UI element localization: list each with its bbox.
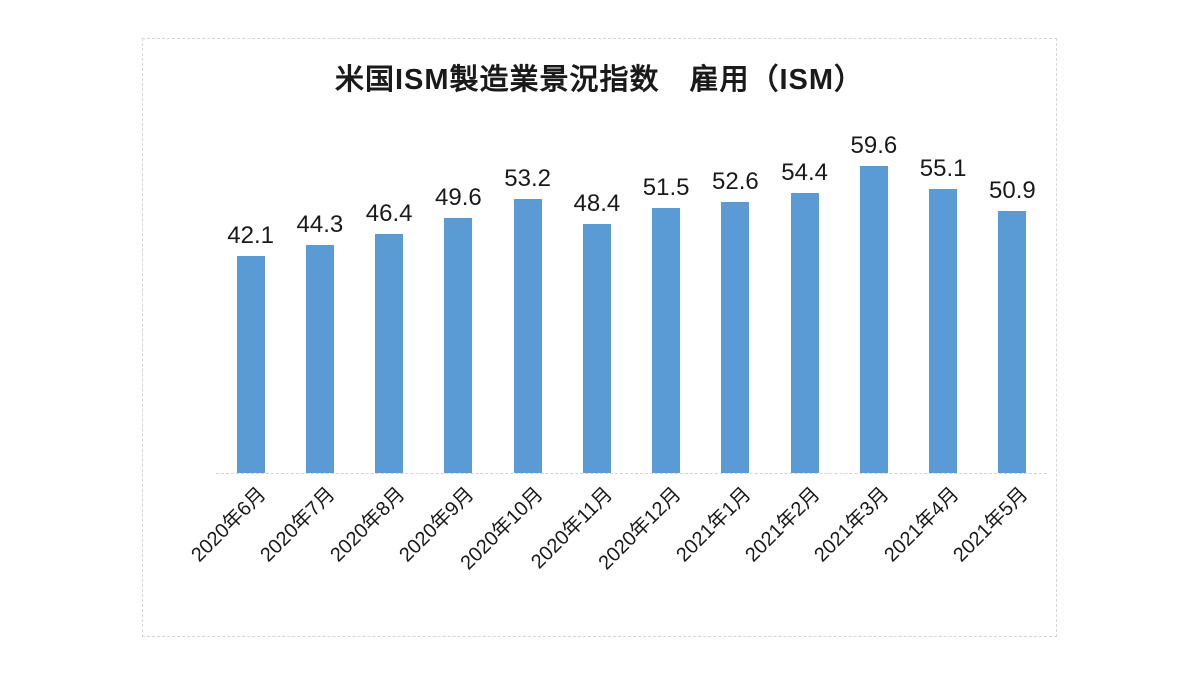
bar-value-label: 53.2: [504, 165, 551, 192]
bar-value-label: 59.6: [850, 132, 898, 159]
bar-value-label: 55.1: [919, 155, 967, 182]
bar: [652, 208, 681, 473]
bar-value-label: 42.1: [227, 222, 274, 249]
x-axis-tick-label: 2020年7月: [256, 483, 340, 567]
x-axis-tick-label: 2021年1月: [672, 483, 756, 567]
bar-value-label: 54.4: [781, 159, 828, 186]
x-axis-tick-label: 2020年8月: [325, 483, 409, 567]
bar: [790, 193, 819, 473]
x-axis-tick-label: 2020年6月: [187, 483, 271, 567]
bar-value-label: 49.6: [435, 184, 482, 211]
bar-value-label: 51.5: [642, 174, 690, 201]
bar: [998, 211, 1027, 473]
bar: [859, 166, 888, 473]
bar: [582, 224, 611, 473]
bar: [721, 202, 750, 473]
x-axis-tick-label: 2021年3月: [810, 483, 894, 567]
x-axis-tick-label: 2021年4月: [879, 483, 963, 567]
bar: [929, 189, 958, 473]
bar: [236, 256, 265, 473]
bar: [305, 245, 334, 473]
chart-frame: 米国ISM製造業景況指数 雇用（ISM） 42.1 2020年6月 44.3 2020…: [142, 38, 1057, 637]
bar-value-label: 50.9: [989, 177, 1036, 204]
plot-area: 42.1 2020年6月 44.3 2020年7月 46.4 2020年8月 49.6 202…: [187, 39, 1047, 638]
bar: [513, 199, 542, 473]
bar-value-label: 52.6: [712, 168, 759, 195]
bar-value-label: 46.4: [365, 200, 413, 227]
bar-value-label: 48.4: [573, 190, 621, 217]
chart-title: 米国ISM製造業景況指数 雇用（ISM）: [334, 64, 865, 96]
bar: [375, 234, 404, 473]
bar: [444, 218, 473, 473]
bar-value-label: 44.3: [296, 211, 344, 238]
x-axis-line: [216, 473, 1047, 474]
